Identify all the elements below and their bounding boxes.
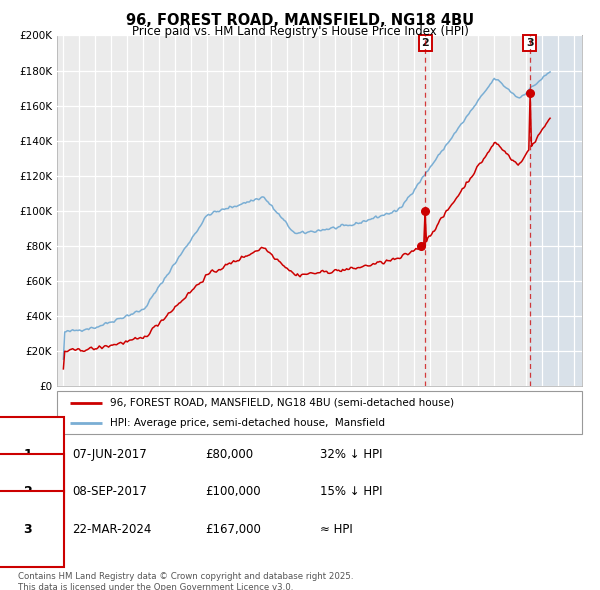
Text: Price paid vs. HM Land Registry's House Price Index (HPI): Price paid vs. HM Land Registry's House …	[131, 25, 469, 38]
Text: 3: 3	[526, 38, 533, 48]
Text: 96, FOREST ROAD, MANSFIELD, NG18 4BU (semi-detached house): 96, FOREST ROAD, MANSFIELD, NG18 4BU (se…	[110, 398, 454, 408]
Text: 2: 2	[23, 485, 32, 498]
Text: £80,000: £80,000	[205, 448, 253, 461]
Text: 1: 1	[23, 448, 32, 461]
Text: 07-JUN-2017: 07-JUN-2017	[72, 448, 147, 461]
Text: 3: 3	[23, 523, 32, 536]
Text: 22-MAR-2024: 22-MAR-2024	[72, 523, 151, 536]
Text: 2: 2	[422, 38, 430, 48]
Text: 08-SEP-2017: 08-SEP-2017	[72, 485, 147, 498]
Bar	[530, 35, 600, 386]
Text: £100,000: £100,000	[205, 485, 260, 498]
Text: HPI: Average price, semi-detached house,  Mansfield: HPI: Average price, semi-detached house,…	[110, 418, 385, 428]
Text: 96, FOREST ROAD, MANSFIELD, NG18 4BU: 96, FOREST ROAD, MANSFIELD, NG18 4BU	[126, 13, 474, 28]
Text: ≈ HPI: ≈ HPI	[320, 523, 353, 536]
Text: Contains HM Land Registry data © Crown copyright and database right 2025.
This d: Contains HM Land Registry data © Crown c…	[18, 572, 353, 590]
Text: 15% ↓ HPI: 15% ↓ HPI	[320, 485, 383, 498]
Text: 32% ↓ HPI: 32% ↓ HPI	[320, 448, 383, 461]
Text: £167,000: £167,000	[205, 523, 261, 536]
